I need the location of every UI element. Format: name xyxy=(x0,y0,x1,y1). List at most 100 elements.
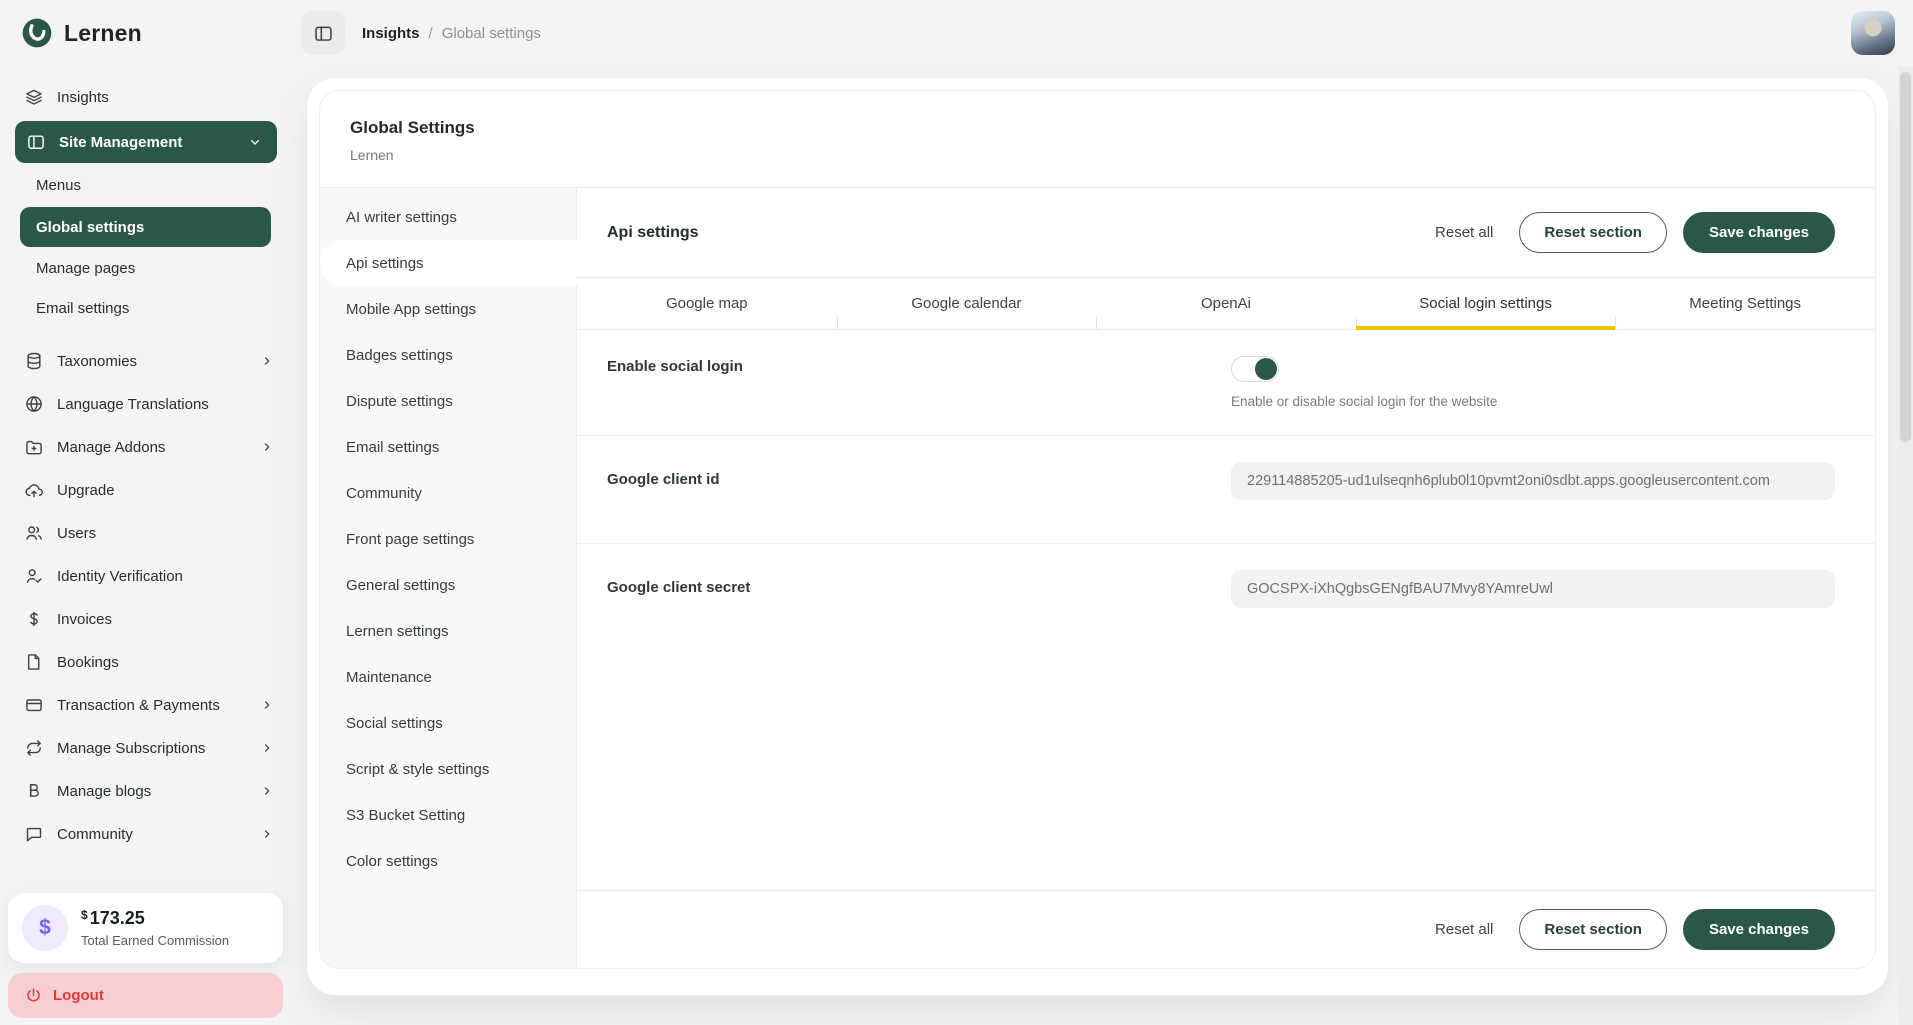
breadcrumb-current: Global settings xyxy=(441,24,541,42)
settings-nav-api-settings[interactable]: Api settings xyxy=(320,240,577,286)
sidebar-item-global-settings[interactable]: Global settings xyxy=(20,207,271,247)
save-changes-button[interactable]: Save changes xyxy=(1682,212,1835,253)
google-client-secret-label: Google client secret xyxy=(607,579,751,596)
sidebar-item-community[interactable]: Community xyxy=(0,814,293,854)
credit-card-icon xyxy=(24,695,44,715)
sidebar-nav: Insights Site Management Menus Global setti… xyxy=(0,66,293,854)
sidebar-item-bookings[interactable]: Bookings xyxy=(0,642,293,682)
sidebar-item-label: Manage Subscriptions xyxy=(57,739,206,757)
settings-nav-community[interactable]: Community xyxy=(346,484,422,502)
settings-nav-script-and-style-settings[interactable]: Script & style settings xyxy=(346,760,490,778)
settings-card-inner: Global Settings Lernen AI writer setting… xyxy=(319,90,1876,969)
sidebar-item-transaction-and-payments[interactable]: Transaction & Payments xyxy=(0,685,293,725)
sidebar-item-site-management[interactable]: Site Management xyxy=(15,121,277,163)
form-row-google-client-id: Google client id xyxy=(577,436,1875,544)
settings-nav-maintenance[interactable]: Maintenance xyxy=(346,668,432,686)
google-client-id-label: Google client id xyxy=(607,471,720,488)
reset-section-button[interactable]: Reset section xyxy=(1519,212,1667,253)
sidebar-item-label: Community xyxy=(57,825,133,843)
folder-plus-icon xyxy=(24,437,44,457)
sidebar-item-label: Upgrade xyxy=(57,481,115,499)
logout-label: Logout xyxy=(53,987,104,1004)
form-row-enable-social-login: Enable social login Enable or disable soc… xyxy=(577,330,1875,436)
user-avatar[interactable] xyxy=(1851,11,1895,55)
sidebar-item-manage-addons[interactable]: Manage Addons xyxy=(0,427,293,467)
brand-logo[interactable]: Lernen xyxy=(0,0,293,66)
sidebar-toggle-button[interactable] xyxy=(301,11,345,55)
settings-nav-front-page-settings[interactable]: Front page settings xyxy=(346,530,475,548)
commission-dollar-icon: $ xyxy=(22,905,68,951)
page-title: Global Settings xyxy=(350,118,475,137)
settings-card: Global Settings Lernen AI writer setting… xyxy=(307,78,1888,995)
settings-nav-ai-writer-settings[interactable]: AI writer settings xyxy=(346,208,457,226)
google-client-secret-input[interactable] xyxy=(1231,570,1835,608)
sidebar-item-manage-pages[interactable]: Manage pages xyxy=(0,250,293,287)
section-actions: Reset all Reset section Save changes xyxy=(1425,212,1835,253)
main-area: Global Settings Lernen AI writer setting… xyxy=(293,66,1913,1025)
settings-nav-lernen-settings[interactable]: Lernen settings xyxy=(346,622,449,640)
chevron-right-icon xyxy=(259,353,275,369)
enable-social-login-help-text: Enable or disable social login for the w… xyxy=(1231,394,1498,409)
google-client-id-input[interactable] xyxy=(1231,462,1835,500)
tab-google-map[interactable]: Google map xyxy=(665,295,748,312)
sidebar-item-upgrade[interactable]: Upgrade xyxy=(0,470,293,510)
footer-reset-section-button[interactable]: Reset section xyxy=(1519,909,1667,950)
chat-icon xyxy=(24,824,44,844)
settings-nav-color-settings[interactable]: Color settings xyxy=(346,852,438,870)
commission-amount: $173.25 xyxy=(81,908,145,928)
layers-icon xyxy=(24,87,44,107)
card-header: Global Settings Lernen xyxy=(320,91,1875,188)
sidebar-item-identity-verification[interactable]: Identity Verification xyxy=(0,556,293,596)
card-body: AI writer settings Api settings Mobile App… xyxy=(320,188,1875,968)
tab-social-login-settings[interactable]: Social login settings xyxy=(1355,278,1616,330)
sidebar-item-users[interactable]: Users xyxy=(0,513,293,553)
settings-nav-email-settings[interactable]: Email settings xyxy=(346,438,440,456)
settings-nav-general-settings[interactable]: General settings xyxy=(346,576,456,594)
file-icon xyxy=(24,652,44,672)
settings-nav-badges-settings[interactable]: Badges settings xyxy=(346,346,453,364)
commission-info: $173.25 Total Earned Commission xyxy=(81,908,229,948)
footer-reset-all-button[interactable]: Reset all xyxy=(1425,913,1503,946)
chevron-right-icon xyxy=(259,826,275,842)
sidebar-item-menus[interactable]: Menus xyxy=(0,167,293,204)
google-client-id-control xyxy=(1231,462,1835,500)
sidebar-item-email-settings[interactable]: Email settings xyxy=(0,290,293,327)
page-scrollbar-thumb[interactable] xyxy=(1900,72,1911,442)
sidebar-item-label: Transaction & Payments xyxy=(57,696,220,714)
sidebar-item-insights[interactable]: Insights xyxy=(0,77,293,117)
tab-openai[interactable]: OpenAi xyxy=(1096,278,1356,329)
breadcrumb-root[interactable]: Insights xyxy=(362,24,420,42)
settings-nav-dispute-settings[interactable]: Dispute settings xyxy=(346,392,453,410)
sidebar-item-manage-blogs[interactable]: Manage blogs xyxy=(0,771,293,811)
sidebar-item-manage-subscriptions[interactable]: Manage Subscriptions xyxy=(0,728,293,768)
enable-social-login-toggle[interactable] xyxy=(1231,356,1279,382)
blog-icon xyxy=(24,781,44,801)
page-scrollbar[interactable] xyxy=(1898,66,1913,1025)
sidebar-item-label: Manage pages xyxy=(36,260,136,277)
section-footer: Reset all Reset section Save changes xyxy=(577,890,1875,968)
sidebar-item-label: Manage blogs xyxy=(57,782,152,800)
sidebar-item-label: Bookings xyxy=(57,653,119,671)
settings-nav-social-settings[interactable]: Social settings xyxy=(346,714,443,732)
sidebar-item-invoices[interactable]: Invoices xyxy=(0,599,293,639)
tab-meeting-settings[interactable]: Meeting Settings xyxy=(1615,278,1875,329)
reset-all-button[interactable]: Reset all xyxy=(1425,216,1503,249)
commission-card: $ $173.25 Total Earned Commission xyxy=(8,893,283,963)
commission-label: Total Earned Commission xyxy=(81,933,230,948)
sidebar-item-label: Insights xyxy=(57,88,109,106)
page-subtitle: Lernen xyxy=(350,147,394,163)
chevron-right-icon xyxy=(259,783,275,799)
power-icon xyxy=(24,986,43,1005)
logout-button[interactable]: Logout xyxy=(8,973,283,1018)
tab-google-calendar[interactable]: Google calendar xyxy=(836,278,1097,329)
settings-nav-mobile-app-settings[interactable]: Mobile App settings xyxy=(346,300,477,318)
sidebar-item-label: Manage Addons xyxy=(57,438,166,456)
sidebar-item-language-translations[interactable]: Language Translations xyxy=(0,384,293,424)
content-spacer xyxy=(577,646,1875,890)
sidebar-item-taxonomies[interactable]: Taxonomies xyxy=(0,341,293,381)
settings-nav-s3-bucket-setting[interactable]: S3 Bucket Setting xyxy=(346,806,466,824)
sidebar-item-label: Email settings xyxy=(36,300,130,317)
footer-save-changes-button[interactable]: Save changes xyxy=(1682,909,1835,950)
dollar-icon xyxy=(24,609,44,629)
